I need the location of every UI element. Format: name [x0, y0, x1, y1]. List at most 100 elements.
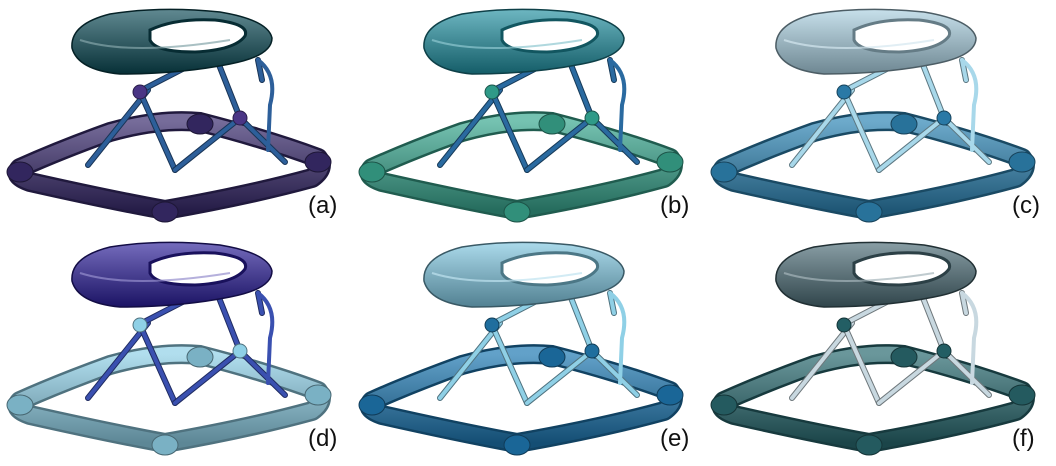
leg: [960, 291, 968, 315]
wheel: [304, 151, 332, 173]
wheel: [890, 113, 918, 135]
walker-render: [6, 8, 332, 223]
leg: [173, 349, 242, 405]
leg: [590, 116, 639, 164]
leg: [877, 349, 946, 405]
seat-opening: [852, 18, 952, 54]
joint: [836, 84, 852, 100]
leg: [438, 321, 502, 400]
panel-label: (c): [1012, 192, 1040, 219]
wheel: [186, 113, 214, 135]
seat-opening: [500, 18, 600, 54]
tray-highlight: [431, 272, 583, 282]
seat-opening: [852, 251, 952, 287]
leg: [173, 116, 242, 172]
wheel: [6, 161, 34, 183]
tray-highlight: [783, 272, 935, 282]
wheel: [358, 394, 386, 416]
wheel: [151, 201, 179, 223]
leg: [525, 116, 594, 172]
wheel: [710, 394, 738, 416]
joint: [836, 317, 852, 333]
leg: [86, 88, 150, 167]
walker-render: [358, 241, 684, 456]
panel-label: (b): [660, 192, 690, 219]
walker-panel: (c): [704, 0, 1056, 233]
leg: [590, 349, 639, 397]
leg-rear: [608, 291, 627, 385]
leg-rear: [960, 58, 979, 152]
leg: [942, 116, 991, 164]
wheel: [656, 151, 684, 173]
wheel: [6, 394, 34, 416]
leg: [138, 323, 177, 405]
joint: [584, 343, 600, 359]
leg-rear: [256, 58, 275, 152]
walker-panel: (a): [0, 0, 352, 233]
wheel: [890, 346, 918, 368]
joint: [936, 343, 952, 359]
tray-highlight: [783, 39, 935, 49]
walker-render: [710, 241, 1036, 456]
tray-highlight: [79, 39, 231, 49]
leg: [790, 321, 854, 400]
wheel: [1008, 384, 1036, 406]
leg-rear: [256, 291, 275, 385]
walker-render: [6, 241, 332, 456]
leg: [960, 58, 968, 82]
walker-panel: (d): [0, 233, 352, 466]
wheel: [1008, 151, 1036, 173]
leg: [490, 323, 529, 405]
joint: [484, 317, 500, 333]
leg: [256, 291, 264, 315]
joint: [232, 343, 248, 359]
panel-label: (d): [308, 425, 338, 452]
leg: [842, 90, 881, 172]
leg: [608, 291, 616, 315]
tray-highlight: [79, 272, 231, 282]
wheel: [656, 384, 684, 406]
wheel: [538, 346, 566, 368]
joint: [132, 84, 148, 100]
seat-opening: [500, 251, 600, 287]
leg: [138, 90, 177, 172]
leg-rear: [608, 58, 627, 152]
leg: [790, 88, 854, 167]
joint: [936, 110, 952, 126]
seat-opening: [148, 251, 248, 287]
leg-rear: [960, 291, 979, 385]
wheel: [503, 434, 531, 456]
walker-panel: (f): [704, 233, 1056, 466]
leg: [942, 349, 991, 397]
walker-render: [358, 8, 684, 223]
leg: [490, 90, 529, 172]
walker-panel: (e): [352, 233, 704, 466]
tray-highlight: [431, 39, 583, 49]
leg: [238, 349, 287, 397]
wheel: [503, 201, 531, 223]
panel-label: (a): [308, 192, 338, 219]
panel-label: (e): [660, 425, 690, 452]
wheel: [855, 434, 883, 456]
joint: [132, 317, 148, 333]
wheel: [710, 161, 738, 183]
joint: [584, 110, 600, 126]
wheel: [151, 434, 179, 456]
leg: [86, 321, 150, 400]
wheel: [855, 201, 883, 223]
leg: [877, 116, 946, 172]
leg: [256, 58, 264, 82]
leg: [842, 323, 881, 405]
leg: [238, 116, 287, 164]
leg: [438, 88, 502, 167]
wheel: [186, 346, 214, 368]
walker-render: [710, 8, 1036, 223]
seat-opening: [148, 18, 248, 54]
panel-label: (f): [1012, 425, 1035, 452]
wheel: [304, 384, 332, 406]
leg: [525, 349, 594, 405]
leg: [608, 58, 616, 82]
wheel: [358, 161, 386, 183]
walker-panel: (b): [352, 0, 704, 233]
joint: [232, 110, 248, 126]
